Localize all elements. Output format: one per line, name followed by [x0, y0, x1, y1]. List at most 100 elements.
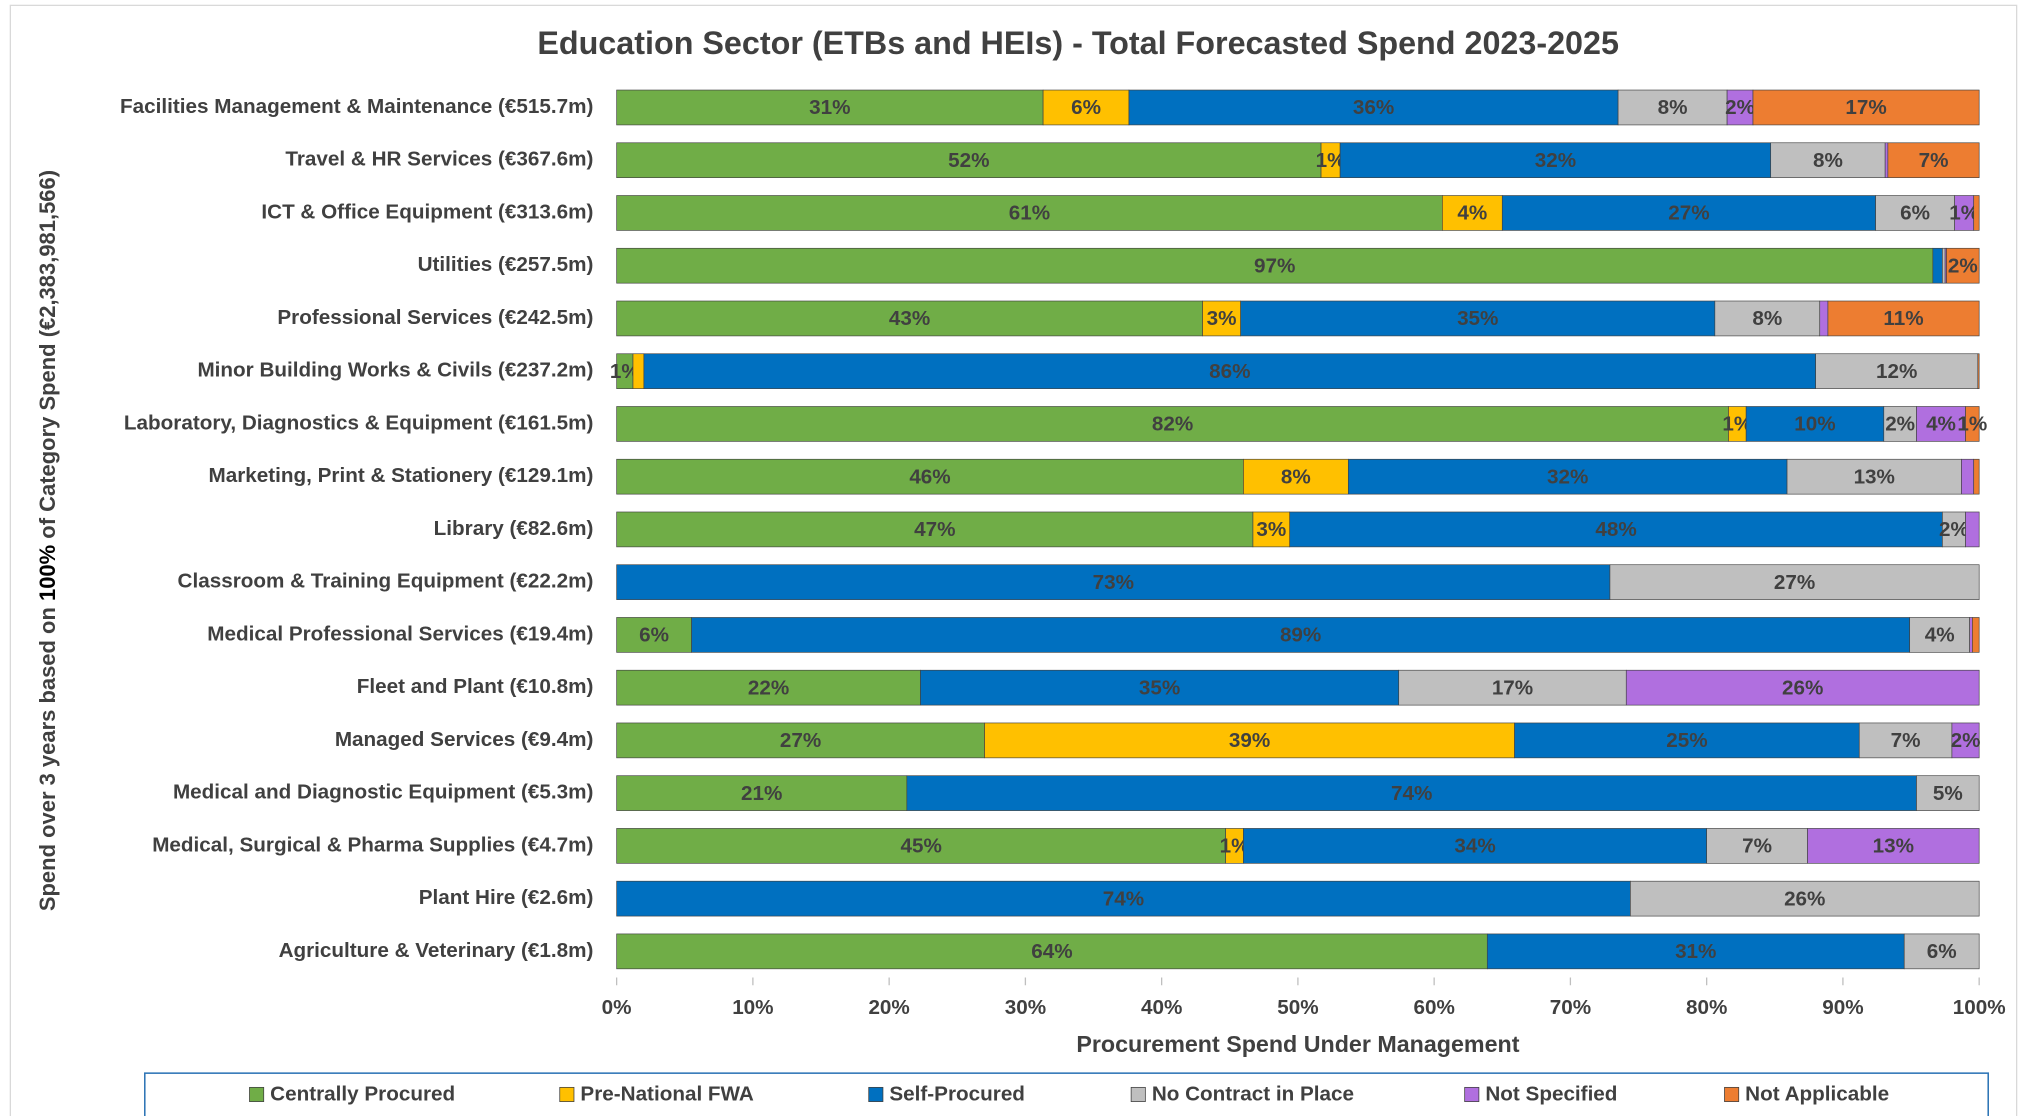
y-tick-label: Travel & HR Services (€367.6m): [285, 148, 593, 171]
legend-label: Pre-National FWA: [580, 1083, 754, 1106]
bar-segment: [984, 722, 1515, 759]
data-label: 8%: [1658, 96, 1688, 119]
y-tick-label: Laboratory, Diagnostics & Equipment (€16…: [124, 411, 593, 434]
data-label: 3%: [1207, 307, 1237, 330]
bar-segment: [1726, 89, 1754, 126]
data-label: 31%: [809, 96, 850, 119]
y-tick-label: Minor Building Works & Civils (€237.2m): [197, 359, 593, 382]
bar-segment: [1951, 722, 1980, 759]
y-tick-label: Agriculture & Veterinary (€1.8m): [279, 939, 594, 962]
bar-segment: [1042, 89, 1130, 126]
data-label: 46%: [909, 465, 950, 488]
data-label: 7%: [1742, 835, 1772, 858]
bar-segment: [1289, 511, 1943, 548]
bar-segment: [1630, 880, 1980, 917]
legend-label: Self-Procured: [889, 1083, 1025, 1106]
bar-segment: [1887, 142, 1980, 179]
bar-segment: [1932, 247, 1943, 284]
data-label: 11%: [1883, 307, 1923, 330]
bar-segment: [906, 775, 1917, 811]
data-label: 12%: [1876, 360, 1917, 383]
legend-swatch: [1464, 1086, 1480, 1102]
data-label: 13%: [1854, 465, 1895, 488]
legend-swatch: [1724, 1086, 1740, 1102]
bar-segment: [1714, 300, 1821, 337]
data-label: 89%: [1280, 624, 1321, 647]
data-label: 27%: [1668, 202, 1709, 225]
bar-segment: [1815, 353, 1979, 389]
data-label: 6%: [1927, 940, 1957, 963]
bar-segment: [616, 880, 1631, 917]
y-axis-title-part: of Category Spend (€2,383,981,566): [35, 170, 60, 545]
data-label: 2%: [1725, 96, 1755, 119]
bar-segment: [1858, 722, 1953, 759]
data-label: 1%: [1722, 413, 1752, 436]
bar-segment: [1706, 828, 1808, 864]
y-tick-label: Utilities (€257.5m): [418, 253, 594, 276]
bar-segment: [1442, 195, 1503, 231]
bar-segment: [616, 722, 985, 759]
bar-segment: [616, 564, 1611, 600]
data-label: 1%: [610, 360, 640, 383]
data-label: 13%: [1873, 835, 1914, 858]
bar-segment: [616, 300, 1203, 337]
bar-segment: [1916, 775, 1980, 811]
data-label: 32%: [1535, 149, 1576, 172]
x-tick-label: 80%: [1686, 996, 1727, 1019]
data-label: 10%: [1794, 413, 1835, 436]
data-label: 43%: [889, 307, 930, 330]
data-label: 8%: [1752, 307, 1782, 330]
y-tick-label: Medical Professional Services (€19.4m): [207, 622, 593, 645]
bar-segment: [1752, 89, 1980, 126]
data-label: 4%: [1925, 624, 1955, 647]
data-label: 1%: [1316, 149, 1346, 172]
data-label: 82%: [1152, 413, 1193, 436]
data-label: 25%: [1666, 729, 1707, 752]
y-axis-title-part: Spend over 3 years based on: [35, 601, 60, 911]
legend-label: Centrally Procured: [270, 1083, 455, 1106]
data-label: 39%: [1229, 729, 1270, 752]
x-tick-label: 100%: [1953, 996, 2006, 1019]
y-tick-label: ICT & Office Equipment (€313.6m): [261, 200, 593, 223]
y-tick-label: Marketing, Print & Stationery (€129.1m): [209, 464, 594, 487]
data-label: 8%: [1813, 149, 1843, 172]
y-axis-title-part: 100%: [35, 545, 60, 601]
y-tick-label: Fleet and Plant (€10.8m): [357, 675, 594, 698]
x-tick-label: 30%: [1005, 996, 1046, 1019]
bar-segment: [1807, 828, 1980, 864]
bar-segment: [1625, 669, 1980, 706]
y-tick-label: Classroom & Training Equipment (€22.2m): [178, 570, 594, 593]
bar-segment: [1965, 511, 1980, 548]
data-label: 26%: [1784, 887, 1825, 910]
data-label: 26%: [1782, 676, 1823, 699]
bar-segment: [1961, 458, 1975, 495]
bar-segment: [632, 353, 645, 389]
data-label: 7%: [1919, 149, 1949, 172]
data-label: 35%: [1139, 676, 1180, 699]
bar-segment: [1617, 89, 1728, 126]
bar-segment: [1609, 564, 1980, 600]
bar-segment: [1942, 247, 1946, 284]
data-label: 86%: [1209, 360, 1250, 383]
data-label: 73%: [1093, 571, 1134, 594]
data-label: 7%: [1891, 729, 1921, 752]
data-label: 35%: [1457, 307, 1498, 330]
data-label: 2%: [1951, 729, 1981, 752]
data-label: 27%: [780, 729, 821, 752]
bar-segment: [1347, 458, 1788, 495]
bar-segment: [1969, 617, 1973, 653]
bar-segment: [1128, 89, 1619, 126]
data-label: 74%: [1103, 887, 1144, 910]
bar-segment: [616, 511, 1254, 548]
data-label: 2%: [1939, 518, 1969, 541]
x-tick-label: 90%: [1822, 996, 1863, 1019]
bar-segment: [1501, 195, 1876, 231]
bar-segment: [1916, 406, 1966, 442]
bar-segment: [1243, 828, 1707, 864]
bar-segment: [1786, 458, 1962, 495]
data-label: 64%: [1031, 940, 1072, 963]
bar-segment: [1903, 933, 1980, 970]
bar-segment: [616, 775, 908, 811]
x-tick-label: 0%: [602, 996, 632, 1019]
